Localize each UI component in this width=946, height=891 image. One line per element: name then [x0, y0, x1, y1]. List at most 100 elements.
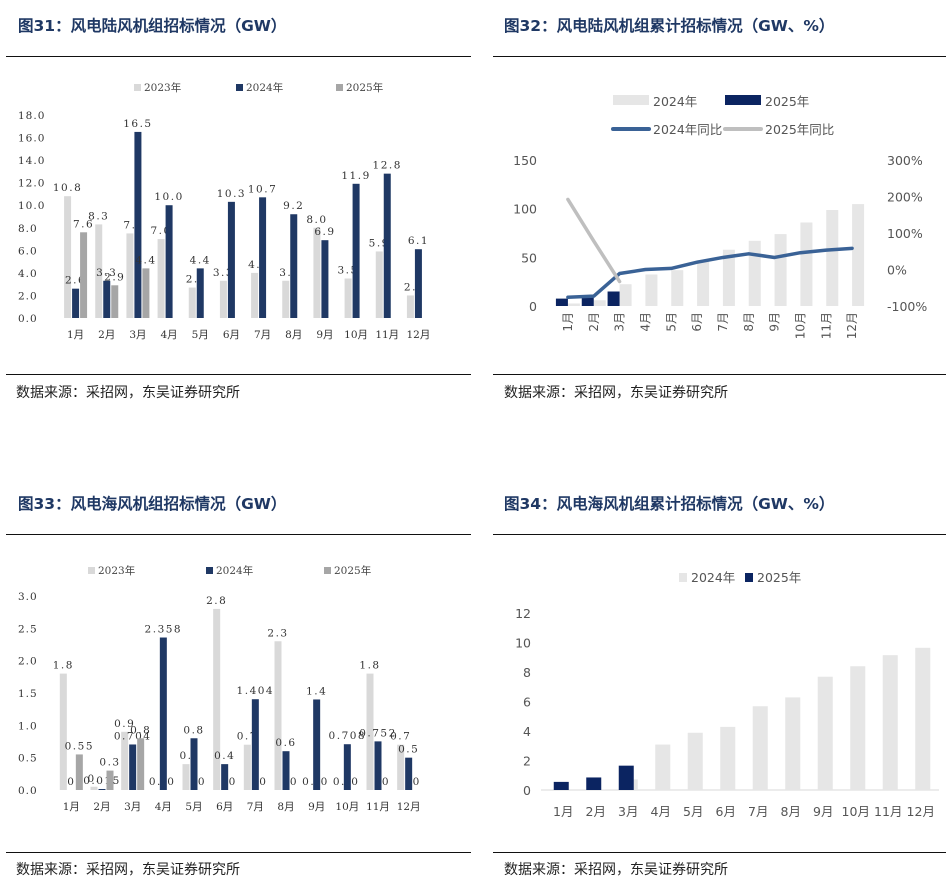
fig31-xtick-label: 10月: [344, 329, 368, 341]
fig31-xtick-label: 7月: [254, 329, 271, 341]
fig31-data-label-1: 10.7: [248, 183, 277, 195]
fig34-xtick-label: 1月: [553, 804, 573, 819]
figure-33-top-rule: [6, 534, 471, 535]
fig34-xtick-label: 6月: [716, 804, 736, 819]
fig33-legend-label-0: 2023年: [98, 564, 135, 577]
fig34-bar-2025: [553, 781, 569, 790]
fig33-data-label-0: 1.8: [359, 660, 380, 672]
fig31-bar-1: [72, 288, 80, 318]
fig32-xtick-label: 9月: [768, 312, 782, 332]
fig31-ytick-label: 14.0: [18, 155, 45, 167]
fig31-bar-0: [95, 224, 103, 318]
fig32-xtick-label: 1月: [561, 312, 575, 332]
fig31-ytick-label: 10.0: [18, 200, 45, 212]
fig33-ytick-label: 1.5: [18, 688, 38, 700]
fig33-data-label-0: 0.7: [390, 731, 411, 743]
fig33-xtick-label: 8月: [277, 801, 294, 813]
fig31-data-label-0: 7.: [123, 219, 136, 231]
fig34-bar-2025: [618, 765, 634, 790]
fig34-bar-2025: [586, 777, 602, 790]
fig31-bar-1: [414, 249, 422, 318]
fig31-data-label-2: 7.6: [73, 218, 94, 230]
fig31-ytick-label: 6.0: [18, 245, 38, 257]
fig33-xtick-label: 12月: [397, 801, 421, 813]
figure-33-chart: 2023年 2024年 2025年0.00.51.01.52.02.53.01月1.…: [18, 564, 421, 813]
fig32-bar-2024: [826, 210, 839, 306]
fig33-data-label-0: 1.8: [53, 660, 74, 672]
fig33-legend-swatch-2: [324, 567, 331, 574]
fig31-ytick-label: 16.0: [18, 133, 45, 145]
fig33-bar-1: [374, 741, 382, 790]
fig33-data-label-1: 2.358: [145, 624, 183, 636]
fig33-data-label-1: 0: [67, 776, 75, 788]
fig34-legend-swatch-0: [679, 573, 687, 582]
fig33-legend-label-2: 2025年: [334, 564, 371, 577]
fig33-ytick-label: 2.5: [18, 623, 38, 635]
fig31-bar-1: [134, 131, 142, 318]
fig33-bar-2: [106, 770, 114, 790]
fig31-data-label-0: 8.3: [88, 210, 109, 222]
fig34-bar-2024: [785, 697, 801, 790]
fig34-xtick-label: 9月: [813, 804, 833, 819]
fig31-data-label-0: 7.0: [150, 225, 171, 237]
fig33-bar-1: [313, 699, 321, 790]
fig32-legend-swatch-1: [725, 95, 761, 105]
fig33-data-label-2: 0: [259, 776, 267, 788]
fig31-xtick-label: 3月: [129, 329, 146, 341]
fig31-data-label-1: 10.0: [154, 191, 183, 203]
fig33-data-label-0: 0.: [87, 773, 100, 785]
fig33-data-label-2: 0: [413, 776, 421, 788]
figure-32-bottom-rule: [493, 374, 946, 375]
fig33-ytick-label: 3.0: [18, 591, 38, 603]
fig31-legend-label-1: 2024年: [246, 81, 283, 94]
fig33-xtick-label: 5月: [185, 801, 202, 813]
fig34-ytick-label: 6: [523, 695, 531, 710]
fig32-xtick-label: 3月: [613, 312, 627, 332]
fig33-data-label-2: 0: [167, 776, 175, 788]
fig33-bar-0: [397, 744, 405, 790]
fig34-ytick-label: 0: [523, 783, 531, 798]
fig31-data-label-1: 10.3: [217, 188, 246, 200]
fig31-ytick-label: 18.0: [18, 110, 45, 122]
fig32-bar-2024: [722, 249, 735, 306]
fig34-xtick-label: 5月: [683, 804, 703, 819]
fig31-bar-1: [227, 201, 235, 318]
figure-34-top-rule: [493, 534, 946, 535]
fig31-legend-label-0: 2023年: [144, 81, 181, 94]
fig33-bar-2: [75, 754, 83, 790]
figure-34-title: 图34：风电海风机组累计招标情况（GW、%）: [504, 495, 835, 513]
fig33-bar-1: [343, 744, 351, 790]
fig33-data-label-1: 0.4: [214, 750, 235, 762]
fig31-data-label-2: 2.9: [104, 271, 125, 283]
fig32-xtick-label: 7月: [716, 312, 730, 332]
fig32-bar-2024: [852, 204, 865, 306]
fig31-bar-0: [344, 278, 352, 318]
fig31-data-label-1: 2.6: [65, 275, 86, 287]
fig33-data-label-2: 0.3: [99, 757, 120, 769]
fig31-xtick-label: 5月: [192, 329, 209, 341]
fig33-bar-1: [190, 738, 198, 790]
fig33-xtick-label: 4月: [155, 801, 172, 813]
fig33-data-label-1: 1.404: [237, 685, 275, 697]
fig31-xtick-label: 8月: [285, 329, 302, 341]
fig32-ytick-label: 0: [529, 299, 537, 314]
fig31-bar-1: [383, 173, 391, 318]
fig31-bar-1: [196, 268, 204, 318]
fig34-bar-2024: [687, 732, 703, 790]
fig32-bar-2024: [774, 234, 787, 306]
fig32-y2tick-label: 0%: [887, 263, 907, 278]
fig34-xtick-label: 2月: [586, 804, 606, 819]
figure-34-source: 数据来源：采招网，东吴证券研究所: [504, 862, 728, 878]
fig33-bar-1: [405, 757, 413, 790]
fig34-xtick-label: 3月: [618, 804, 638, 819]
fig32-bar-2025: [581, 295, 594, 306]
fig34-xtick-label: 12月: [907, 804, 935, 819]
fig34-xtick-label: 7月: [748, 804, 768, 819]
fig33-bar-0: [121, 731, 129, 790]
fig31-data-label-0: 3.: [279, 267, 292, 279]
fig33-bar-0: [59, 673, 67, 790]
fig31-ytick-label: 12.0: [18, 178, 45, 190]
fig33-data-label-2: 0: [321, 776, 329, 788]
fig32-ytick-label: 50: [521, 250, 537, 265]
fig33-bar-0: [243, 744, 251, 790]
